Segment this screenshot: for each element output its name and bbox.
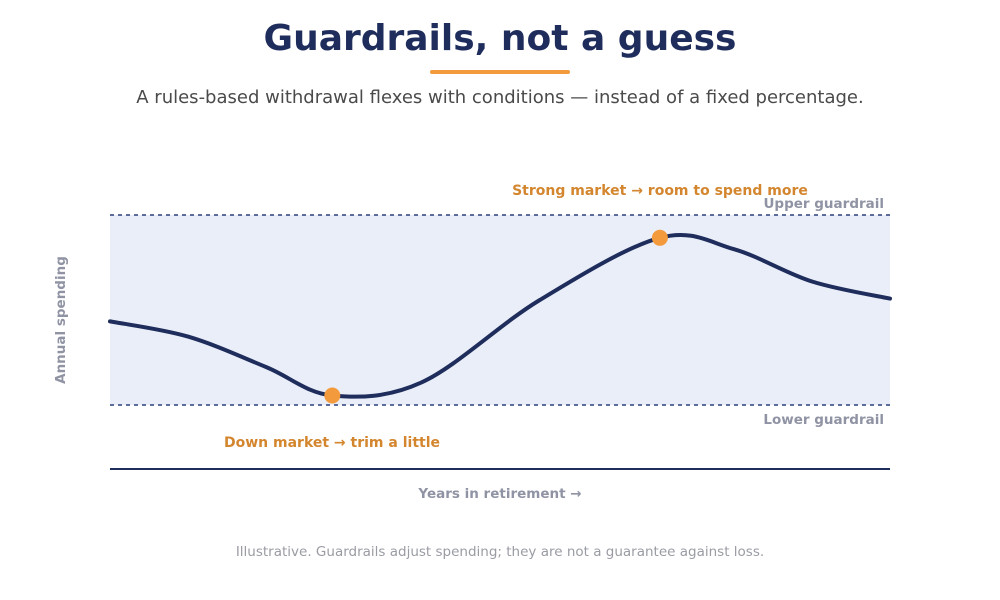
page-title: Guardrails, not a guess bbox=[263, 18, 737, 59]
annotation-down-market: Down market → trim a little bbox=[224, 435, 440, 451]
disclaimer-footnote: Illustrative. Guardrails adjust spending… bbox=[235, 544, 765, 560]
spending-line bbox=[108, 232, 892, 399]
title-underline bbox=[430, 70, 570, 74]
lower-guardrail-label: Lower guardrail bbox=[763, 412, 884, 428]
page-subtitle: A rules-based withdrawal flexes with con… bbox=[136, 87, 864, 108]
strong-market-marker bbox=[651, 229, 668, 246]
upper-guardrail-label: Upper guardrail bbox=[763, 196, 884, 212]
down-market-marker bbox=[324, 387, 341, 404]
marker-group bbox=[324, 229, 668, 404]
annotation-strong-market: Strong market → room to spend more bbox=[512, 183, 808, 199]
guardrail-band bbox=[110, 215, 890, 405]
y-axis-label: Annual spending bbox=[53, 256, 69, 384]
x-axis-label: Years in retirement → bbox=[417, 486, 581, 502]
